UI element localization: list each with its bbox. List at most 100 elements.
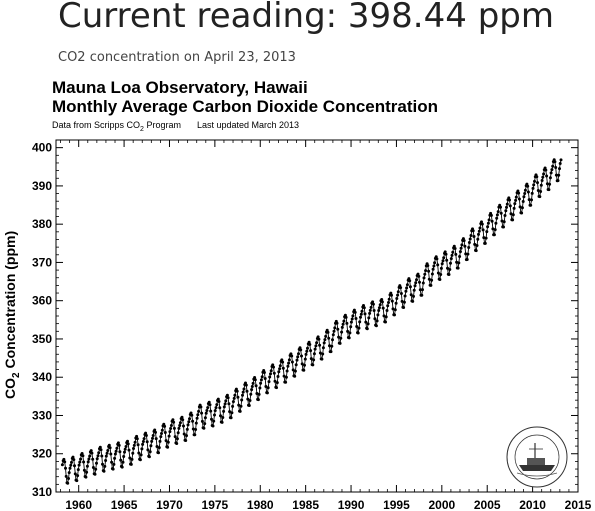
co2-monthly-point xyxy=(108,446,112,450)
co2-monthly-point xyxy=(477,232,480,236)
co2-monthly-point xyxy=(154,437,158,441)
co2-monthly-point xyxy=(446,266,449,270)
co2-monthly-point xyxy=(411,299,415,303)
co2-monthly-point xyxy=(402,306,406,309)
co2-monthly-point xyxy=(207,400,211,404)
y-axis-title-rest: Concentration (ppm) xyxy=(2,230,19,373)
co2-monthly-point xyxy=(94,467,98,471)
co2-monthly-point xyxy=(178,421,182,425)
co2-monthly-point xyxy=(184,439,188,442)
co2-monthly-point xyxy=(285,369,289,373)
co2-monthly-point xyxy=(532,183,536,187)
co2-monthly-point xyxy=(344,315,348,319)
co2-monthly-point xyxy=(380,300,384,304)
co2-monthly-point xyxy=(514,195,518,199)
co2-monthly-point xyxy=(273,379,277,383)
co2-monthly-point xyxy=(441,259,445,263)
co2-monthly-point xyxy=(371,300,375,304)
co2-monthly-point xyxy=(430,278,434,282)
co2-monthly-point xyxy=(222,405,226,409)
co2-monthly-point xyxy=(236,395,240,399)
co2-monthly-point xyxy=(203,416,207,420)
co2-monthly-point xyxy=(478,226,482,230)
co2-monthly-point xyxy=(70,460,73,464)
co2-monthly-point xyxy=(144,431,148,435)
co2-monthly-point xyxy=(402,300,406,304)
co2-monthly-point xyxy=(142,437,146,441)
co2-monthly-point xyxy=(172,420,176,424)
co2-monthly-point xyxy=(450,253,454,257)
co2-monthly-point xyxy=(128,456,132,460)
co2-monthly-point xyxy=(372,309,376,312)
co2-monthly-point xyxy=(232,396,236,400)
co2-monthly-point xyxy=(354,317,358,320)
co2-monthly-point xyxy=(69,463,73,467)
y-tick-label: 370 xyxy=(32,255,52,269)
co2-monthly-point xyxy=(529,203,533,207)
co2-monthly-point xyxy=(85,464,89,468)
co2-monthly-point xyxy=(282,374,286,378)
co2-monthly-point xyxy=(415,278,418,282)
co2-monthly-point xyxy=(365,327,369,331)
co2-monthly-point xyxy=(159,435,163,439)
co2-monthly-point xyxy=(399,292,403,295)
co2-monthly-point xyxy=(430,272,434,276)
co2-series-line xyxy=(61,158,562,485)
co2-monthly-point xyxy=(332,329,336,333)
co2-monthly-point xyxy=(235,389,239,393)
co2-monthly-point xyxy=(250,388,254,392)
x-tick-label: 2005 xyxy=(474,498,501,511)
co2-monthly-point xyxy=(220,420,224,424)
co2-monthly-point xyxy=(349,325,353,329)
co2-monthly-point xyxy=(166,440,170,444)
co2-monthly-point xyxy=(495,216,499,220)
co2-monthly-point xyxy=(463,244,467,248)
co2-monthly-point xyxy=(535,175,539,179)
co2-monthly-point xyxy=(185,434,188,438)
y-tick-label: 390 xyxy=(32,179,52,193)
co2-monthly-point xyxy=(191,419,195,423)
co2-monthly-point xyxy=(169,427,173,430)
co2-monthly-point xyxy=(384,315,388,319)
co2-monthly-point xyxy=(553,160,557,164)
co2-monthly-point xyxy=(381,306,385,310)
co2-monthly-point xyxy=(66,481,70,485)
co2-monthly-point xyxy=(150,439,154,443)
co2-monthly-point xyxy=(246,397,250,401)
co2-monthly-point xyxy=(158,439,162,443)
co2-monthly-point xyxy=(340,325,344,329)
co2-monthly-point xyxy=(97,451,101,455)
co2-monthly-point xyxy=(171,418,175,422)
co2-monthly-point xyxy=(300,354,303,358)
co2-monthly-point xyxy=(268,375,272,379)
co2-monthly-point xyxy=(91,457,95,461)
co2-monthly-point xyxy=(64,466,67,470)
co2-monthly-point xyxy=(380,298,384,301)
co2-monthly-point xyxy=(352,308,356,312)
co2-monthly-point xyxy=(267,380,271,384)
co2-monthly-point xyxy=(468,237,472,241)
co2-monthly-point xyxy=(333,326,337,330)
co2-monthly-point xyxy=(467,241,471,244)
co2-monthly-point xyxy=(347,336,351,340)
co2-monthly-point xyxy=(422,276,426,280)
co2-monthly-point xyxy=(404,289,408,293)
co2-monthly-point xyxy=(241,393,244,397)
co2-monthly-point xyxy=(509,212,513,216)
co2-monthly-point xyxy=(284,375,288,379)
co2-monthly-point xyxy=(155,445,159,448)
co2-monthly-point xyxy=(363,312,367,316)
co2-monthly-point xyxy=(167,434,171,438)
co2-monthly-point xyxy=(154,430,157,434)
co2-monthly-point xyxy=(520,211,524,215)
co2-monthly-point xyxy=(353,310,357,314)
co2-monthly-point xyxy=(229,416,233,420)
co2-monthly-point xyxy=(475,244,479,247)
co2-monthly-point xyxy=(467,246,471,249)
y-tick-label: 380 xyxy=(32,217,52,231)
co2-monthly-point xyxy=(254,384,258,388)
co2-monthly-point xyxy=(242,387,246,391)
co2-monthly-point xyxy=(421,288,424,292)
co2-monthly-point xyxy=(123,447,127,451)
co2-monthly-point xyxy=(405,283,409,287)
